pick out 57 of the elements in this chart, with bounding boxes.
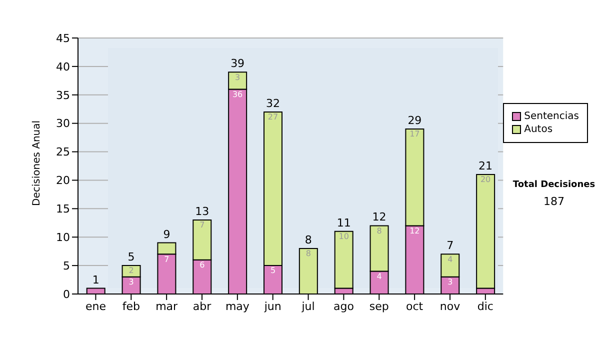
x-tick-label: oct [406,300,424,313]
text: 187 [542,195,566,208]
data-label: 7 [200,220,205,230]
total-label: 13 [195,205,210,218]
data-label: 3 [448,278,453,287]
y-tick-label: 40 [56,60,70,74]
y-tick-label: 15 [56,202,70,216]
x-tick-label: ene [85,300,106,313]
data-label: 7 [164,254,170,264]
text: Total Decisiones [512,180,596,190]
data-label: 3 [235,72,240,82]
legend-label: Sentencias [524,110,579,123]
x-tick-label: dic [477,300,494,313]
total-label: 12 [372,210,386,224]
total-label: 9 [163,228,170,241]
data-label: 10 [338,232,349,242]
x-tick-label: sep [369,300,389,313]
total-label: 11 [336,216,351,230]
data-label: 2 [128,266,134,276]
x-tick-label: nov [440,300,461,313]
data-label: 20 [480,175,491,184]
data-label: 4 [376,272,382,281]
data-label: 27 [268,112,278,122]
y-tick-label: 30 [56,117,70,130]
total-label: 5 [128,250,135,264]
x-tick-label: jun [263,300,282,313]
total-label: 29 [408,114,422,128]
y-tick-label: 0 [63,288,70,301]
legend-label: Autos [524,123,553,136]
y-tick-label: 10 [56,231,70,244]
data-label: 3 [128,278,134,287]
data-label: 6 [200,260,205,270]
y-tick-label: 20 [56,174,70,188]
total-label: 8 [304,233,312,246]
data-label: 12 [410,226,420,236]
data-label: 4 [448,254,453,264]
total-label: 32 [266,96,280,110]
x-tick-label: jul [300,300,315,313]
y-axis-title: Decisiones Anual [32,120,43,206]
y-tick-label: 25 [56,146,70,159]
x-tick-label: mar [156,300,178,313]
total-label: 21 [478,160,493,173]
x-tick-label: abr [192,300,212,313]
total-label: 1 [92,273,100,286]
x-tick-label: ago [333,300,354,313]
total-label: 39 [230,57,245,70]
data-label: 36 [232,90,243,99]
y-tick-label: 5 [63,259,70,272]
data-label: 8 [306,249,311,258]
x-tick-label: may [225,300,250,313]
data-label: 5 [270,266,276,276]
x-tick-label: feb [122,300,140,313]
y-tick-label: 35 [56,88,70,102]
data-label: 17 [410,130,420,139]
total-label: 7 [446,239,454,252]
y-tick-label: 45 [56,32,70,45]
data-label: 8 [376,226,382,236]
